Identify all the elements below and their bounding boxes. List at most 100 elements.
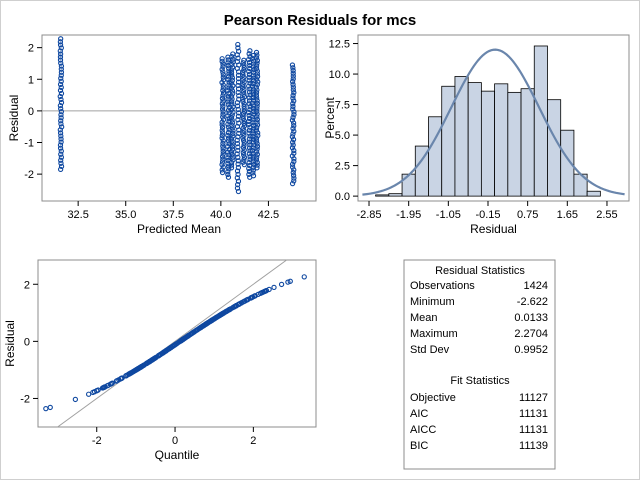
data-point (230, 133, 236, 139)
data-point (58, 124, 65, 130)
data-point (235, 110, 242, 116)
data-point (225, 93, 232, 99)
data-point (234, 175, 240, 181)
y-axis-tick-label: 10.0 (329, 69, 350, 81)
data-point (240, 77, 246, 83)
data-point (290, 172, 297, 178)
data-point (254, 146, 260, 152)
qq-point (271, 284, 277, 291)
data-point (254, 57, 261, 64)
data-point (219, 159, 226, 165)
data-point (234, 151, 240, 157)
data-point (240, 145, 247, 151)
stat-label: Std Dev (410, 344, 450, 356)
data-point (253, 127, 260, 133)
x-axis-tick-label: 2 (250, 435, 256, 447)
data-point (290, 100, 296, 107)
x-axis-tick-label: 0.75 (517, 209, 538, 221)
data-point (251, 108, 257, 115)
data-point (228, 69, 235, 76)
data-point (228, 93, 235, 99)
histogram-bar (547, 99, 562, 197)
plot-frame (37, 259, 317, 428)
data-point (253, 138, 260, 144)
data-point (57, 57, 64, 63)
histogram-bar (520, 88, 535, 197)
data-point (57, 39, 64, 45)
data-point (250, 105, 257, 112)
data-point (58, 157, 64, 163)
data-point (253, 65, 260, 72)
data-point (290, 67, 296, 74)
stat-value: 11131 (519, 424, 548, 436)
qq-point (43, 405, 49, 412)
data-point (290, 65, 296, 71)
data-point (229, 112, 235, 118)
y-axis-tick-label: -2 (24, 169, 34, 181)
stat-value: 11139 (519, 440, 548, 452)
data-point (235, 41, 241, 48)
histogram-bar (494, 83, 509, 197)
data-point (58, 84, 64, 91)
data-point (250, 164, 257, 170)
data-point (219, 106, 226, 112)
data-point (247, 148, 253, 154)
data-point (235, 164, 242, 171)
y-axis-label: Percent (323, 97, 337, 139)
data-point (58, 96, 64, 103)
data-point (246, 165, 252, 172)
data-point (229, 146, 236, 152)
data-point (290, 136, 297, 143)
data-point (220, 109, 226, 115)
data-point (219, 169, 226, 176)
data-point (241, 147, 247, 153)
fit-statistics-title: Fit Statistics (450, 375, 510, 387)
data-point (240, 72, 246, 78)
data-point (58, 69, 65, 75)
data-point (289, 153, 296, 159)
x-axis-label: Quantile (155, 448, 200, 462)
data-point (241, 94, 248, 100)
data-point (241, 67, 247, 73)
qq-point (287, 278, 293, 284)
data-point (58, 78, 64, 84)
data-point (247, 48, 253, 54)
data-point (254, 116, 261, 123)
data-point (220, 61, 226, 67)
data-point (241, 123, 248, 129)
data-point (240, 135, 246, 141)
data-point (241, 103, 247, 110)
residual-qq-plot: -2 0 2 2 0 -2 Quantile Residual (3, 259, 317, 462)
data-point (235, 117, 241, 123)
data-point (240, 89, 247, 95)
data-point (235, 144, 241, 150)
stat-value: 0.9952 (514, 344, 548, 356)
data-point (234, 58, 241, 65)
data-point (254, 122, 261, 128)
data-point (290, 95, 296, 101)
data-point (220, 74, 226, 80)
data-point (291, 178, 297, 184)
data-point (246, 101, 252, 107)
data-point (226, 71, 232, 77)
data-point (235, 76, 242, 82)
histogram-bar (480, 90, 496, 197)
data-point (290, 142, 296, 148)
data-point (289, 62, 296, 68)
data-point (240, 69, 246, 76)
data-point (246, 51, 252, 57)
data-point (289, 117, 296, 123)
data-point (58, 160, 64, 166)
data-point (234, 103, 241, 109)
stat-label: Observations (410, 280, 475, 292)
data-point (220, 90, 227, 96)
data-point (58, 115, 64, 121)
y-axis-tick-label: 0 (24, 336, 30, 348)
stat-label: Mean (410, 312, 438, 324)
data-point (226, 85, 232, 91)
data-point (220, 116, 227, 123)
data-point (58, 151, 64, 157)
data-point (229, 138, 235, 144)
data-point (255, 79, 261, 85)
